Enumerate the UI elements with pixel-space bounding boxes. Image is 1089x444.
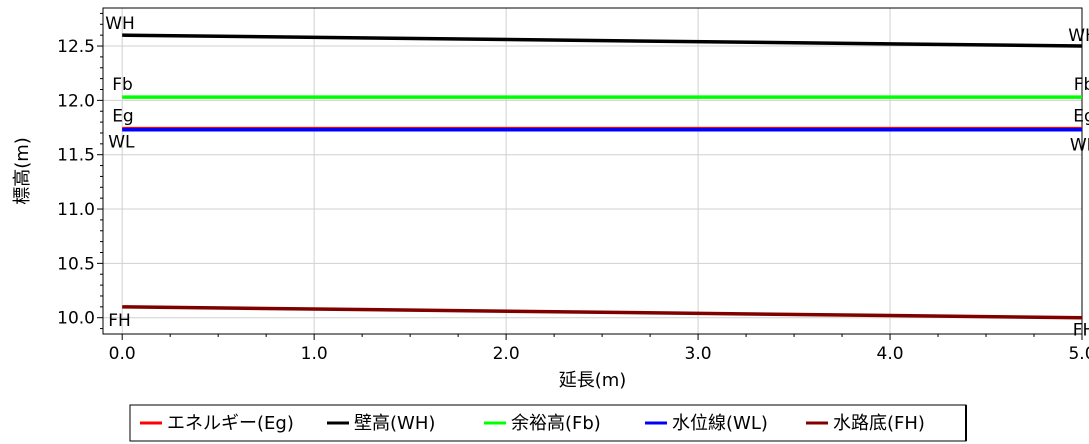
legend-item: 水路底(FH) [806, 413, 925, 434]
series-end-label: Fb [1074, 75, 1089, 95]
y-tick-label: 12.5 [57, 37, 95, 57]
series-end-label: Eg [112, 107, 134, 127]
legend-label: 余裕高(Fb) [511, 413, 601, 434]
x-tick-label: 4.0 [877, 344, 904, 364]
legend-label: 壁高(WH) [354, 413, 435, 434]
y-tick-label: 11.0 [57, 200, 95, 220]
legend-label: 水路底(FH) [833, 413, 925, 434]
series-line [122, 33, 1083, 48]
y-tick-label: 11.5 [57, 146, 95, 166]
series-end-label: WL [108, 133, 135, 153]
series-end-label: WL [1070, 136, 1089, 156]
series-end-label: Fb [112, 75, 133, 95]
legend-label: 水位線(WL) [672, 413, 768, 434]
series-end-labels: WH WH Fb Fb Eg Eg WL WL FH FH [105, 14, 1089, 341]
y-axis-title: 標高(m) [12, 137, 33, 205]
legend-label: エネルギー(Eg) [167, 413, 294, 434]
x-tick-label: 3.0 [685, 344, 712, 364]
series-end-label: FH [108, 311, 131, 331]
legend-item: エネルギー(Eg) [140, 413, 294, 434]
grid [103, 8, 1083, 334]
legend-item: 水位線(WL) [645, 413, 768, 434]
series-line [122, 305, 1083, 320]
x-tick-label: 1.0 [301, 344, 328, 364]
x-tick-label: 2.0 [493, 344, 520, 364]
series-end-label: Eg [1073, 107, 1089, 127]
series-end-label: WH [105, 14, 135, 34]
series-end-label: FH [1073, 321, 1089, 341]
y-tick-label: 12.0 [57, 91, 95, 111]
x-tick-label: 0.0 [109, 344, 136, 364]
y-tick-label: 10.5 [57, 254, 95, 274]
axis-ticks: 0.0 1.0 2.0 3.0 4.0 5.0 10.0 10.5 11.0 11.5 12.0 12… [57, 12, 1089, 364]
legend: エネルギー(Eg) 壁高(WH) 余裕高(Fb) 水位線(WL) 水路底(FH) [129, 404, 967, 442]
y-tick-label: 10.0 [57, 309, 95, 329]
series-end-label: WH [1068, 26, 1089, 46]
plot-area-frame [102, 7, 1083, 335]
x-axis-title: 延長(m) [559, 370, 627, 391]
series-lines [122, 33, 1083, 320]
legend-item: 余裕高(Fb) [484, 413, 601, 434]
legend-item: 壁高(WH) [327, 413, 435, 434]
x-tick-label: 5.0 [1068, 344, 1089, 364]
